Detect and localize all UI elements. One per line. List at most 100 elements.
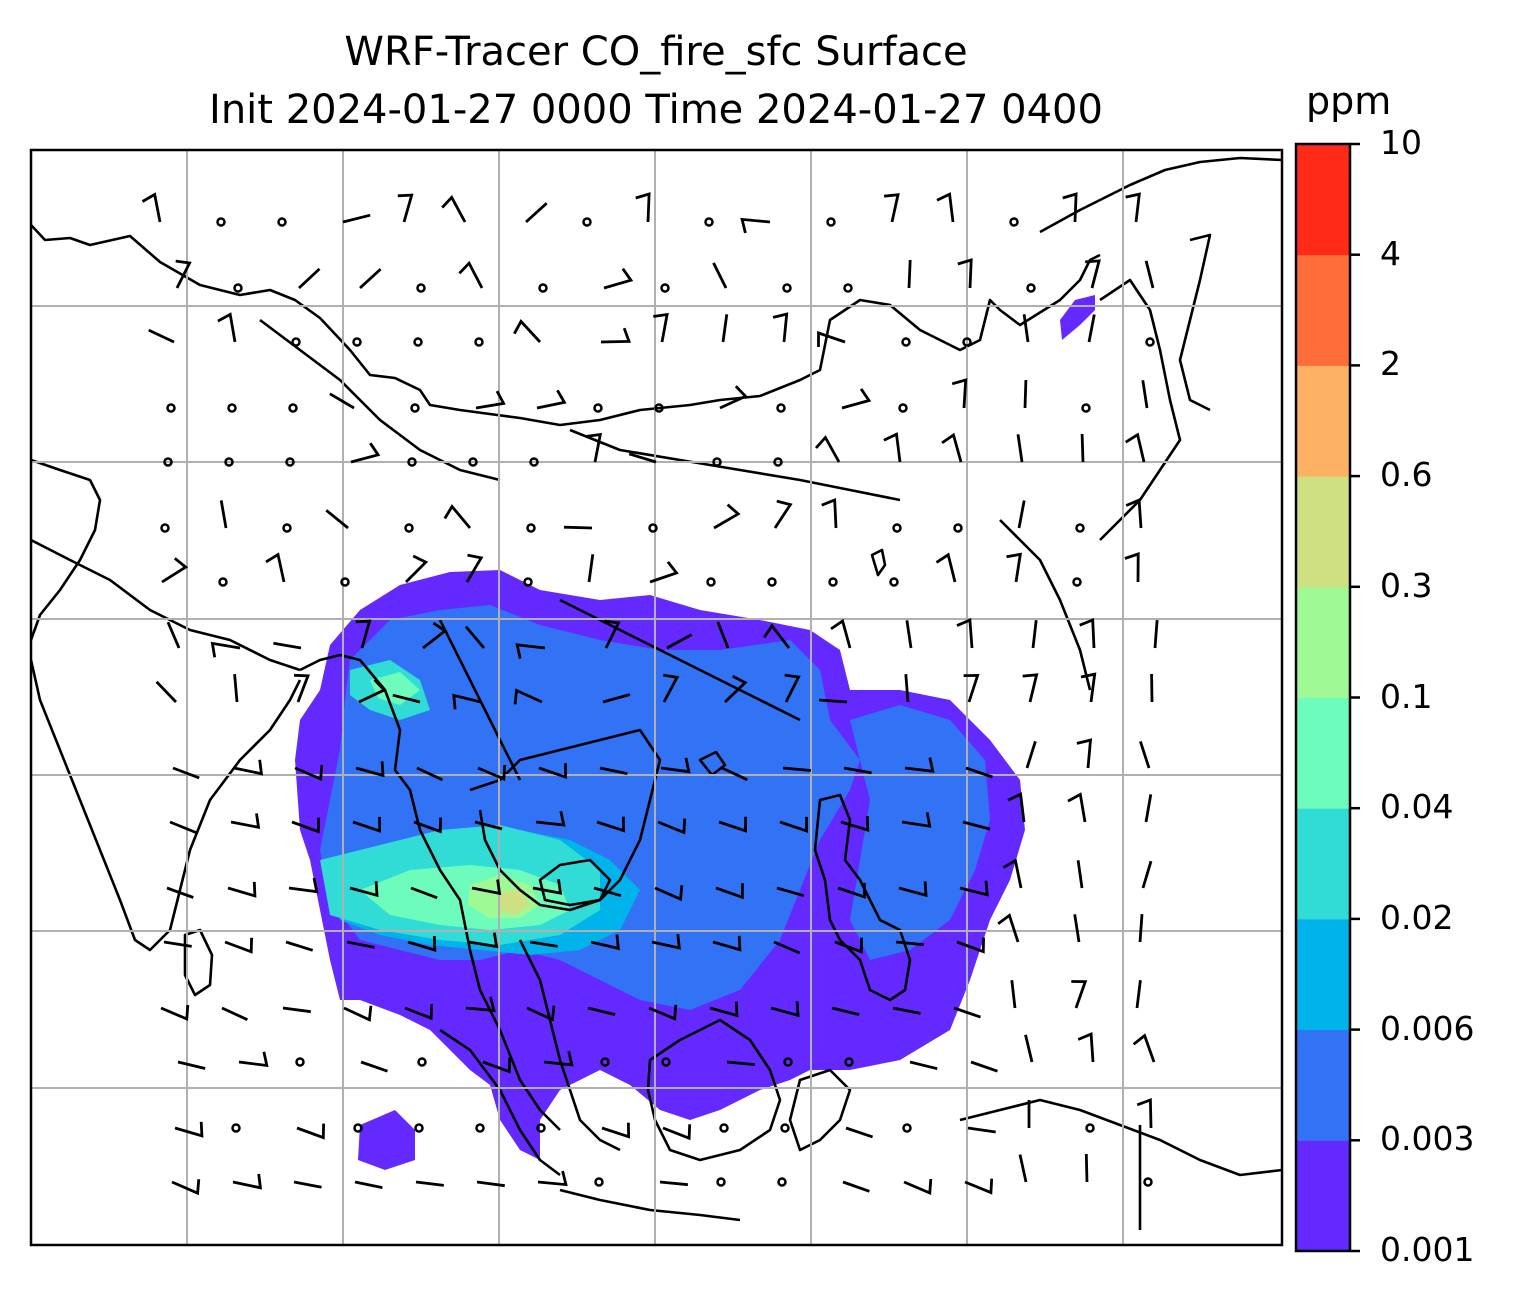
wind-barb	[1144, 794, 1153, 823]
wind-barb	[603, 267, 634, 290]
wind-barb	[843, 766, 872, 775]
calm-wind-marker	[474, 337, 484, 347]
calm-wind-marker	[538, 283, 548, 293]
wind-barb	[936, 192, 955, 223]
wind-barb	[892, 1006, 921, 1015]
wind-barb	[174, 1121, 204, 1138]
plot-title-line2: Init 2024-01-27 0000 Time 2024-01-27 040…	[209, 87, 1103, 133]
colorbar-tick-label: 0.003	[1380, 1119, 1475, 1159]
concentration-patch	[358, 1110, 415, 1170]
wind-barb	[233, 759, 264, 776]
wind-barb	[587, 554, 595, 583]
coastline-malay	[518, 939, 621, 1152]
calm-wind-marker	[582, 217, 592, 227]
wind-barb	[772, 312, 789, 343]
wind-barb	[602, 693, 631, 704]
wind-barb	[956, 937, 985, 954]
wind-barb	[909, 1060, 938, 1071]
wind-barb	[1132, 1033, 1156, 1063]
colorbar-segment	[1296, 1029, 1350, 1141]
colorbar-tick-label: 0.02	[1380, 897, 1454, 937]
wind-barb	[325, 509, 349, 530]
wind-barb	[845, 1126, 874, 1139]
calm-wind-marker	[216, 217, 226, 227]
wind-barb	[293, 673, 311, 703]
wind-barb	[628, 452, 657, 464]
calm-wind-marker	[282, 523, 292, 533]
wind-barb	[715, 883, 744, 900]
wind-barb	[349, 881, 379, 898]
colorbar-tick-label: 2	[1380, 344, 1401, 384]
calm-wind-marker	[593, 403, 603, 413]
calm-wind-marker	[224, 457, 234, 467]
wind-barb	[965, 766, 993, 779]
wind-barb	[358, 678, 387, 704]
wind-barb	[842, 1180, 870, 1193]
wind-barb	[1071, 980, 1088, 1009]
wind-barb	[177, 1060, 206, 1070]
calm-wind-marker	[783, 1057, 793, 1067]
wind-barb	[773, 940, 801, 955]
calm-wind-marker	[704, 217, 714, 227]
colorbar-tick-label: 0.6	[1380, 455, 1433, 495]
wind-barb	[163, 940, 192, 948]
wind-barb	[895, 940, 925, 947]
wind-barb	[604, 619, 621, 649]
colorbar-tick-label: 0.04	[1380, 787, 1454, 827]
calm-wind-marker	[227, 403, 237, 413]
calm-wind-marker	[285, 457, 295, 467]
wind-barb	[782, 766, 812, 772]
colorbar-segment	[1296, 476, 1350, 588]
coastline-bay-of-bengal	[299, 653, 561, 1131]
calm-wind-marker	[1145, 337, 1155, 347]
wind-barb	[1073, 914, 1081, 943]
wind-barb	[1025, 740, 1037, 769]
calm-wind-marker	[166, 403, 176, 413]
calm-wind-marker	[475, 1123, 485, 1133]
wind-barb	[166, 886, 194, 899]
calm-wind-marker	[416, 283, 426, 293]
wind-barb	[238, 1051, 269, 1068]
wind-barb	[712, 262, 728, 289]
coastline-sulawesi	[788, 1068, 852, 1152]
wind-barb	[233, 673, 239, 703]
colorbar-tick-label: 0.001	[1380, 1230, 1475, 1269]
wind-barb	[779, 816, 809, 833]
wind-barb	[1018, 1154, 1028, 1183]
coastline-indochina	[469, 728, 662, 912]
wind-barb	[1125, 498, 1143, 529]
coastline-new-guinea	[959, 1098, 1282, 1177]
wind-barb	[537, 1170, 568, 1187]
wind-barb	[359, 268, 382, 290]
border-inner-2	[569, 428, 901, 502]
wind-barb	[285, 940, 314, 952]
wind-barb	[586, 432, 603, 463]
calm-wind-marker	[594, 1177, 604, 1187]
wind-barb	[941, 432, 963, 463]
wind-barb	[721, 314, 729, 343]
calm-wind-marker	[413, 337, 423, 347]
wind-barb	[536, 389, 567, 410]
wind-barb	[1006, 552, 1022, 583]
wind-barb	[770, 1001, 800, 1018]
wind-barb	[883, 432, 902, 463]
wind-barb	[1023, 379, 1028, 409]
calm-wind-marker	[706, 577, 716, 587]
wind-barb	[422, 621, 448, 650]
wind-barb	[342, 213, 371, 224]
gridlines	[31, 150, 1282, 1245]
wind-barb	[294, 764, 324, 782]
wind-barb	[1125, 192, 1141, 223]
colorbar-segment	[1296, 808, 1350, 920]
wind-barb	[169, 820, 197, 834]
calm-wind-marker	[417, 1057, 427, 1067]
wind-barb	[1138, 913, 1144, 943]
calm-wind-marker	[962, 337, 972, 347]
wind-barb	[901, 812, 932, 828]
calm-wind-marker	[523, 577, 533, 587]
coastline-java	[559, 1188, 741, 1222]
wind-barb	[1080, 672, 1097, 703]
co-fire-concentration-field	[295, 295, 1095, 1170]
wind-barb	[232, 1173, 263, 1190]
wind-barb	[1076, 860, 1084, 889]
